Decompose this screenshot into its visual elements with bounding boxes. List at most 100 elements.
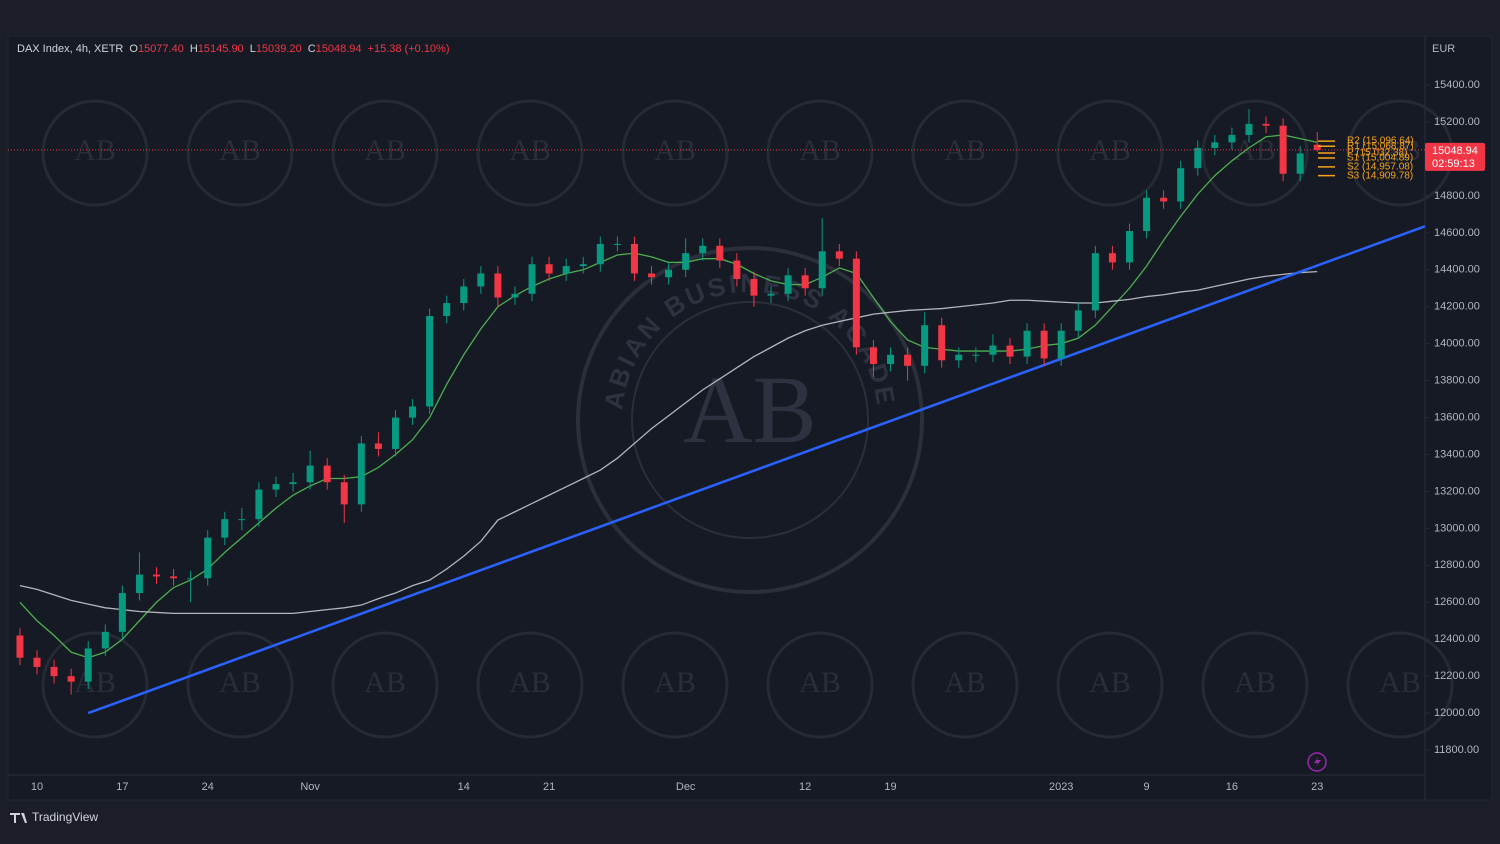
y-tick-label: 14400.00 — [1434, 264, 1480, 276]
candle-body — [1023, 330, 1031, 357]
candle-body — [135, 574, 143, 594]
x-tick-label: 24 — [202, 781, 214, 793]
x-tick-label: Nov — [300, 781, 320, 793]
ohlc-label: H — [190, 43, 198, 55]
candle-body — [272, 484, 280, 490]
y-tick-label: 11800.00 — [1434, 744, 1479, 756]
y-tick-label: 12400.00 — [1434, 633, 1480, 645]
candle-body — [391, 417, 399, 449]
x-tick-label: 2023 — [1049, 781, 1073, 793]
candle-body — [118, 593, 126, 632]
candle-body — [596, 243, 604, 265]
candle-body — [665, 269, 673, 278]
watermark-tile — [331, 631, 439, 739]
pivot-label: S3 (14,909.78) — [1347, 170, 1413, 181]
watermark-tile-mark: AB — [219, 666, 261, 699]
pivot-label: R1 (15,068.87) — [1347, 141, 1414, 152]
candle-body — [323, 465, 331, 483]
candle-body — [306, 465, 314, 483]
x-tick-label: 9 — [1143, 781, 1149, 793]
watermark-tile — [1056, 631, 1164, 739]
candle-body — [1125, 230, 1133, 263]
pivot-label: R2 (15,096.64) — [1347, 136, 1414, 147]
candle-body — [1296, 153, 1304, 174]
x-tick-label: 14 — [458, 781, 470, 793]
watermark-ring — [631, 301, 869, 539]
watermark-tile — [186, 631, 294, 739]
ohlc: O15077.40 H15145.90 L15039.20 C15048.94 — [129, 43, 361, 55]
candle-body — [938, 325, 946, 361]
watermark-tile-mark: AB — [1234, 134, 1276, 167]
alert-icon-bolt — [1314, 756, 1321, 768]
y-tick-label: 13400.00 — [1434, 448, 1480, 460]
watermark-tile — [1056, 99, 1164, 207]
watermark-ring — [576, 246, 924, 594]
y-tick-label: 13000.00 — [1434, 522, 1480, 534]
chart-panel — [7, 35, 1493, 801]
candle-body — [1245, 123, 1253, 135]
watermark-tile — [476, 99, 584, 207]
countdown: 02:59:13 — [1432, 158, 1475, 170]
watermark-tile-mark: AB — [364, 666, 406, 699]
candle-body — [67, 676, 75, 682]
x-tick-label: 10 — [31, 781, 43, 793]
watermark-tile-mark: AB — [799, 666, 841, 699]
candle-body — [835, 251, 843, 259]
watermark-tile — [766, 631, 874, 739]
ohlc-label: C — [308, 43, 316, 55]
candle-body — [682, 253, 690, 270]
candle-body — [238, 519, 246, 521]
candle-body — [152, 574, 160, 577]
watermark-mark: AB — [683, 356, 816, 463]
x-tick-label: 12 — [799, 781, 811, 793]
y-tick-label: 12200.00 — [1434, 670, 1480, 682]
candle-body — [818, 251, 826, 289]
moving-average — [19, 270, 1318, 615]
candle-body — [494, 273, 502, 298]
header: DAX Index, 4h, XETR O15077.40 H15145.90 L15… — [17, 43, 450, 55]
candle-body — [699, 245, 707, 254]
trend-line — [87, 225, 1426, 715]
candle-body — [648, 273, 656, 278]
ohlc-value: 15039.20 — [256, 43, 302, 55]
pivot-label: S2 (14,957.08) — [1347, 162, 1413, 173]
ohlc-value: 15145.90 — [198, 43, 244, 55]
candle-body — [1091, 253, 1099, 311]
change: +15.38 (+0.10%) — [368, 43, 450, 55]
watermark-tile — [911, 631, 1019, 739]
candle-body — [357, 443, 365, 505]
candle-body — [869, 347, 877, 364]
y-tick-label: 15400.00 — [1434, 79, 1480, 91]
candle-body — [1228, 134, 1236, 143]
candle-body — [50, 666, 58, 677]
x-tick-label: 19 — [884, 781, 896, 793]
candle-body — [409, 406, 417, 418]
candle-body — [170, 576, 178, 579]
candle-body — [1143, 197, 1151, 231]
watermark-tile — [1346, 631, 1454, 739]
watermark-tile-mark: AB — [509, 666, 551, 699]
watermark-tile — [911, 99, 1019, 207]
candle-body — [579, 264, 587, 267]
candle-body — [204, 537, 212, 579]
watermark-tile-mark: AB — [654, 666, 696, 699]
candle-body — [16, 635, 24, 658]
candle-body — [528, 264, 536, 294]
ohlc-value: 15077.40 — [138, 43, 184, 55]
watermark-tile — [186, 99, 294, 207]
candle-body — [955, 354, 963, 361]
alert-icon[interactable] — [1307, 752, 1327, 772]
candle-body — [801, 275, 809, 289]
y-tick-label: 12000.00 — [1434, 707, 1480, 719]
ohlc-label: L — [250, 43, 256, 55]
candle-body — [84, 648, 92, 682]
candle-body — [1262, 123, 1270, 126]
candle-body — [784, 275, 792, 294]
candle-body — [733, 260, 741, 280]
x-tick-label: 17 — [116, 781, 128, 793]
watermark-tile-mark: AB — [1379, 666, 1421, 699]
y-tick-label: 14200.00 — [1434, 301, 1480, 313]
x-tick-label: Dec — [676, 781, 696, 793]
candle-body — [767, 293, 775, 296]
